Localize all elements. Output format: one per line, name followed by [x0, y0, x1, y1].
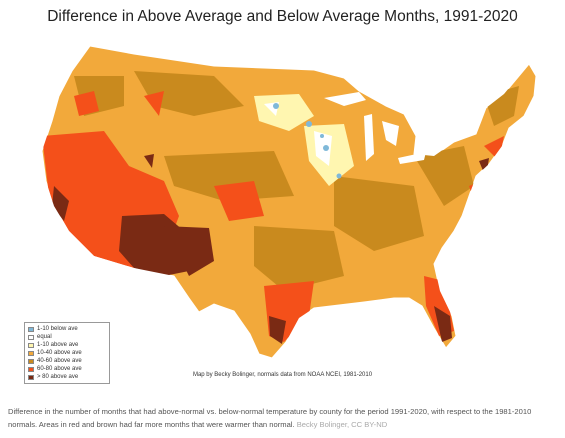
legend-label: equal	[37, 334, 52, 340]
lake-ontario	[432, 138, 450, 145]
region-shading	[42, 71, 519, 344]
figure-caption: Difference in the number of months that …	[8, 405, 558, 431]
legend-item: > 80 above ave	[28, 373, 106, 381]
legend-swatch	[28, 366, 34, 372]
legend-swatch	[28, 342, 34, 348]
legend-label: 1-10 above ave	[37, 342, 79, 348]
legend-swatch	[28, 334, 34, 340]
legend-swatch	[28, 374, 34, 380]
legend-label: 60-80 above ave	[37, 366, 82, 372]
map-credit: Map by Becky Bolinger, normals data from…	[192, 372, 373, 378]
legend-item: 60-80 above ave	[28, 365, 106, 373]
legend-item: 40-60 above ave	[28, 357, 106, 365]
caption-source: Becky Bolinger, CC BY-ND	[296, 420, 388, 429]
legend-label: 1-10 below ave	[37, 326, 78, 332]
legend-label: > 80 above ave	[37, 374, 79, 380]
legend-label: 10-40 above ave	[37, 350, 82, 356]
lake-superior	[324, 92, 366, 106]
lake-huron	[382, 121, 399, 146]
legend-swatch	[28, 326, 34, 332]
legend-item: 1-10 below ave	[28, 325, 106, 333]
us-county-map	[14, 36, 554, 396]
lake-erie	[398, 152, 426, 164]
map-legend: 1-10 below ave equal 1-10 above ave 10-40 a…	[24, 322, 110, 384]
legend-item: 10-40 above ave	[28, 349, 106, 357]
map-title: Difference in Above Average and Below Av…	[47, 8, 518, 25]
legend-item: equal	[28, 333, 106, 341]
lake-michigan	[364, 114, 374, 161]
legend-label: 40-60 above ave	[37, 358, 82, 364]
legend-swatch	[28, 350, 34, 356]
map-svg	[41, 45, 537, 359]
caption-text: Difference in the number of months that …	[8, 407, 532, 429]
legend-item: 1-10 above ave	[28, 341, 106, 349]
legend-swatch	[28, 358, 34, 364]
